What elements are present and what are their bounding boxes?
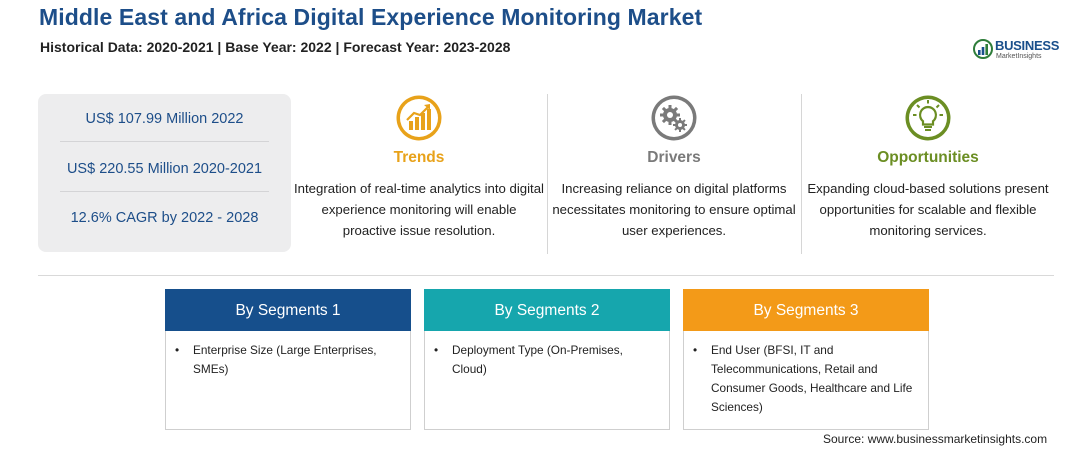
stat-divider [60, 141, 269, 142]
segment-1-title: By Segments 1 [165, 289, 411, 331]
drivers-column: Drivers Increasing reliance on digital p… [549, 94, 799, 254]
stat-divider [60, 191, 269, 192]
segment-2-title: By Segments 2 [424, 289, 670, 331]
page-subtitle: Historical Data: 2020-2021 | Base Year: … [40, 39, 511, 55]
opportunities-column: Opportunities Expanding cloud-based solu… [803, 94, 1053, 254]
section-divider [38, 275, 1054, 276]
segment-card-3: By Segments 3 • End User (BFSI, IT and T… [683, 289, 929, 430]
stat-market-size-2022: US$ 107.99 Million 2022 [85, 111, 244, 127]
logo-tagline: MarketInsights [996, 53, 1042, 60]
segment-card-2: By Segments 2 • Deployment Type (On-Prem… [424, 289, 670, 430]
growth-chart-icon [396, 95, 442, 141]
trends-text: Integration of real-time analytics into … [294, 181, 544, 238]
bullet-icon: • [693, 343, 698, 357]
page-title: Middle East and Africa Digital Experienc… [39, 4, 703, 30]
bullet-icon: • [175, 343, 180, 357]
bullet-icon: • [434, 343, 439, 357]
opportunities-text: Expanding cloud-based solutions present … [807, 181, 1049, 238]
lightbulb-icon [905, 95, 951, 141]
brand-logo: BUSINESS MarketInsights [972, 36, 1060, 66]
segment-2-list: • Deployment Type (On-Premises, Cloud) [434, 341, 656, 379]
drivers-heading: Drivers [647, 149, 701, 166]
list-item: End User (BFSI, IT and Telecommunication… [711, 343, 913, 414]
source-credit: Source: www.businessmarketinsights.com [823, 432, 1048, 446]
list-item: Enterprise Size (Large Enterprises, SMEs… [193, 343, 377, 376]
segment-3-title: By Segments 3 [683, 289, 929, 331]
drivers-text: Increasing reliance on digital platforms… [552, 181, 796, 238]
logo-mark-icon [973, 39, 993, 59]
stat-cagr: 12.6% CAGR by 2022 - 2028 [70, 210, 259, 226]
stat-market-size-historical: US$ 220.55 Million 2020-2021 [66, 161, 263, 177]
segment-3-list: • End User (BFSI, IT and Telecommunicati… [693, 341, 915, 417]
segment-1-list: • Enterprise Size (Large Enterprises, SM… [175, 341, 397, 379]
column-divider [547, 94, 548, 254]
column-divider [801, 94, 802, 254]
segment-card-1: By Segments 1 • Enterprise Size (Large E… [165, 289, 411, 430]
trends-heading: Trends [393, 149, 445, 166]
stats-panel: US$ 107.99 Million 2022 US$ 220.55 Milli… [38, 94, 291, 252]
logo-name: BUSINESS [995, 38, 1060, 53]
gears-icon [651, 95, 697, 141]
trends-column: Trends Integration of real-time analytic… [294, 94, 544, 254]
list-item: Deployment Type (On-Premises, Cloud) [452, 343, 623, 376]
opportunities-heading: Opportunities [877, 149, 979, 166]
